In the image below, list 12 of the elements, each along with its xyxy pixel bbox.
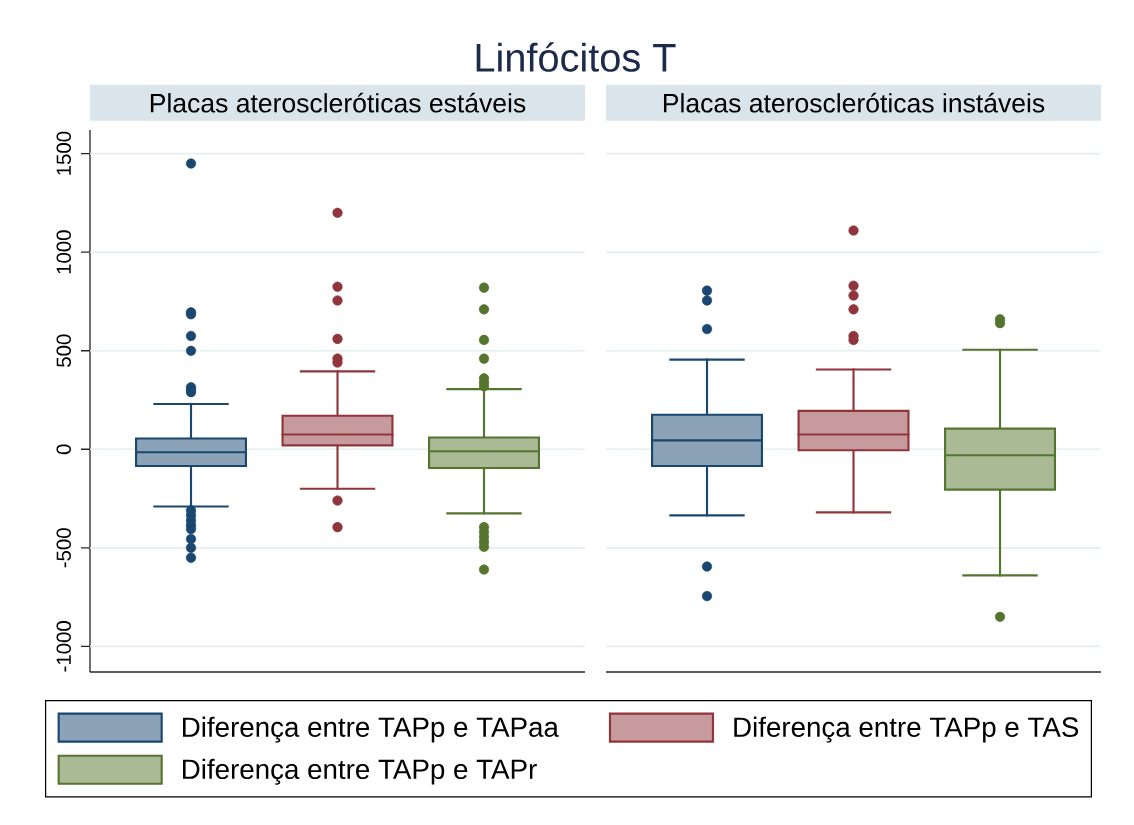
y-tick-label: 500 [56, 334, 71, 367]
x-tick-label: Placas ateroscleróticas estáveis [150, 92, 526, 113]
y-tick-label: -500 [56, 528, 71, 568]
legend-label: Diferença entre TAPp e TAPaa [183, 716, 559, 743]
y-tick-label: 1000 [56, 230, 71, 274]
x-tick-label: Placas ateroscleróticas instáveis [663, 92, 1045, 113]
legend-label: Diferença entre TAPp e TAPr [183, 758, 537, 785]
y-tick-label: 0 [56, 444, 71, 455]
chart-title: Linfócitos T [476, 42, 676, 72]
legend-label: Diferença entre TAPp e TAS [734, 716, 1079, 743]
y-tick-label: -1000 [56, 621, 71, 672]
y-tick-label: 1500 [56, 131, 71, 175]
